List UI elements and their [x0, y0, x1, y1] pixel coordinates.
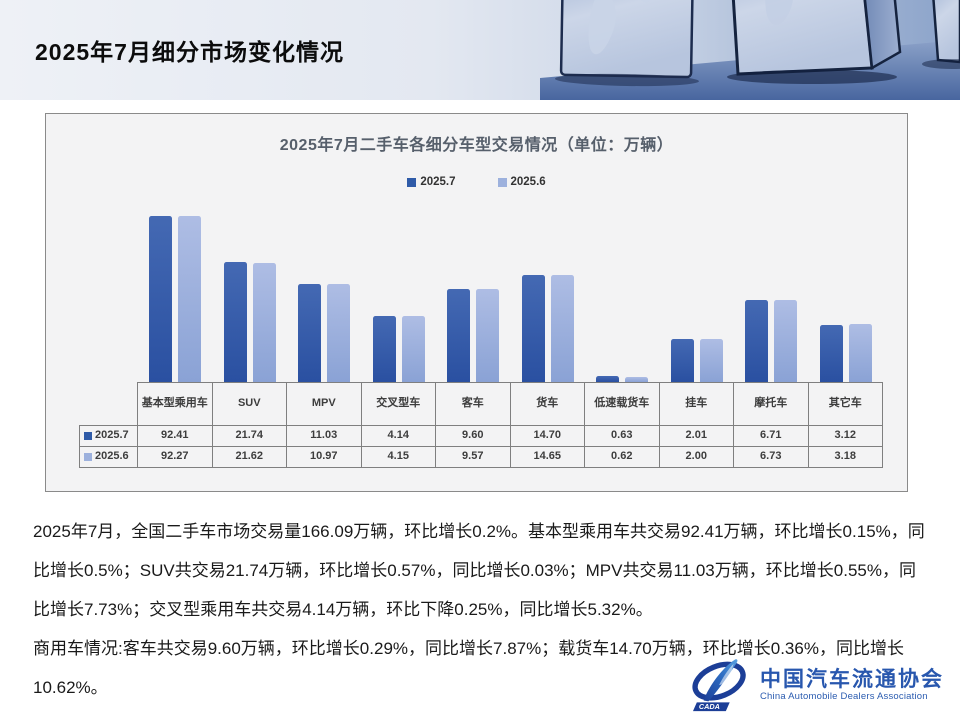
plot-area — [138, 194, 883, 382]
bar-2025.7-基本型乘用车 — [149, 216, 173, 382]
bar-2025.7-交叉型车 — [372, 316, 396, 382]
header-cubes-art — [540, 0, 960, 100]
legend-label: 2025.6 — [510, 176, 546, 188]
bar-2025.7-低速载货车 — [596, 376, 620, 382]
chart-data-table: 基本型乘用车 SUV MPV 交叉型车 客车 货车 低速载货车 挂车 摩托车 其它车 2025.7 9… — [79, 382, 883, 468]
row-swatch-icon — [84, 432, 92, 440]
bar-2025.7-摩托车 — [745, 300, 769, 382]
table-header-cell: 交叉型车 — [361, 382, 436, 426]
bar-2025.6-交叉型车 — [401, 316, 425, 382]
bar-2025.7-挂车 — [670, 339, 694, 382]
bar-2025.6-其它车 — [848, 324, 872, 382]
legend-swatch-dark — [407, 177, 417, 187]
table-header-cell: 挂车 — [659, 382, 734, 426]
bar-2025.6-SUV — [252, 263, 276, 382]
table-value-cell: 4.15 — [361, 447, 436, 468]
bar-2025.6-低速载货车 — [625, 377, 649, 382]
legend-item-2025-7: 2025.7 — [407, 176, 456, 188]
summary-text: 2025年7月，全国二手车市场交易量166.09万辆，环比增长0.2%。基本型乘… — [33, 512, 932, 707]
legend-label: 2025.7 — [420, 176, 456, 188]
org-name-en: China Automobile Dealers Association — [760, 690, 928, 702]
bar-2025.7-SUV — [223, 262, 247, 382]
table-value-cell: 9.60 — [436, 426, 511, 447]
table-value-cell: 3.18 — [808, 447, 883, 468]
table-value-cell: 14.65 — [510, 447, 585, 468]
row-swatch-icon — [84, 453, 92, 461]
table-value-cell: 2.01 — [659, 426, 734, 447]
table-value-cell: 2.00 — [659, 447, 734, 468]
cada-badge-text: CADA — [699, 702, 720, 711]
summary-paragraph-passenger: 2025年7月，全国二手车市场交易量166.09万辆，环比增长0.2%。基本型乘… — [33, 522, 925, 619]
bar-group-4 — [362, 194, 437, 382]
bar-group-1 — [138, 194, 213, 382]
bar-group-9 — [734, 194, 809, 382]
table-value-cell: 21.74 — [212, 426, 287, 447]
bar-2025.7-MPV — [298, 284, 322, 382]
summary-paragraph-commercial: 商用车情况:客车共交易9.60万辆，环比增长0.29%，同比增长7.87%；载货… — [33, 639, 904, 697]
table-header-cell: 低速载货车 — [585, 382, 660, 426]
org-name-cn: 中国汽车流通协会 — [760, 667, 944, 692]
bar-2025.6-摩托车 — [774, 300, 798, 382]
org-logo: CADA 中国汽车流通协会 China Automobile Dealers A… — [690, 656, 944, 714]
table-header-cell: 客车 — [436, 382, 511, 426]
row-label-text: 2025.7 — [95, 429, 129, 442]
bar-2025.6-基本型乘用车 — [178, 216, 202, 382]
cada-emblem-icon: CADA — [692, 659, 746, 711]
table-value-cell: 9.57 — [436, 447, 511, 468]
chart-panel: 2025年7月二手车各细分车型交易情况（单位：万辆） 2025.7 2025.6… — [45, 113, 908, 492]
table-value-cell: 21.62 — [212, 447, 287, 468]
table-row-label: 2025.6 — [79, 447, 138, 468]
table-value-cell: 11.03 — [287, 426, 362, 447]
table-value-cell: 92.27 — [138, 447, 213, 468]
table-value-cell: 14.70 — [510, 426, 585, 447]
table-header-cell: 摩托车 — [734, 382, 809, 426]
bar-2025.6-MPV — [327, 284, 351, 382]
table-value-cell: 6.71 — [734, 426, 809, 447]
table-value-cell: 4.14 — [361, 426, 436, 447]
bar-2025.7-货车 — [521, 275, 545, 382]
table-value-cell: 92.41 — [138, 426, 213, 447]
table-value-cell: 10.97 — [287, 447, 362, 468]
legend-swatch-light — [497, 177, 507, 187]
chart-legend: 2025.7 2025.6 — [46, 176, 907, 188]
org-name: 中国汽车流通协会 China Automobile Dealers Associ… — [760, 667, 944, 702]
table-header-cell: 其它车 — [808, 382, 883, 426]
bar-group-7 — [585, 194, 660, 382]
bar-2025.7-其它车 — [819, 325, 843, 382]
table-value-cell: 3.12 — [808, 426, 883, 447]
bar-group-10 — [809, 194, 884, 382]
table-value-cell: 0.63 — [585, 426, 660, 447]
bar-2025.6-货车 — [550, 275, 574, 382]
bar-group-2 — [213, 194, 288, 382]
table-header-cell: SUV — [212, 382, 287, 426]
bar-2025.6-挂车 — [699, 339, 723, 382]
row-label-text: 2025.6 — [95, 450, 129, 463]
bar-group-3 — [287, 194, 362, 382]
page-title: 2025年7月细分市场变化情况 — [35, 39, 344, 65]
bar-2025.7-客车 — [447, 289, 471, 382]
bar-group-8 — [660, 194, 735, 382]
table-header-cell: 基本型乘用车 — [138, 382, 213, 426]
legend-item-2025-6: 2025.6 — [497, 176, 546, 188]
table-header-cell: MPV — [287, 382, 362, 426]
bar-2025.6-客车 — [476, 289, 500, 382]
table-value-cell: 6.73 — [734, 447, 809, 468]
header-band: 2025年7月细分市场变化情况 — [0, 0, 960, 100]
table-corner-cell — [79, 382, 138, 426]
table-header-cell: 货车 — [510, 382, 585, 426]
bar-group-5 — [436, 194, 511, 382]
chart-title: 2025年7月二手车各细分车型交易情况（单位：万辆） — [279, 137, 674, 154]
table-value-cell: 0.62 — [585, 447, 660, 468]
bar-group-6 — [511, 194, 586, 382]
table-row-label: 2025.7 — [79, 426, 138, 447]
